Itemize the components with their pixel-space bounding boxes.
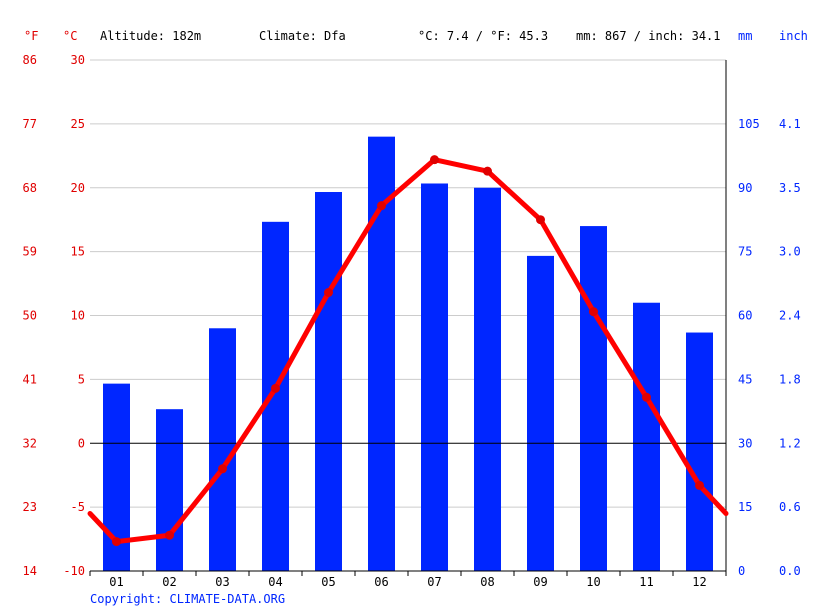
grid-lines [90, 59, 726, 508]
fahrenheit-tick-label: 23 [23, 500, 37, 514]
month-tick-label: 02 [162, 575, 176, 589]
mm-tick-label: 15 [738, 500, 752, 514]
temperature-average-label: °C: 7.4 / °F: 45.3 [418, 29, 548, 43]
celsius-tick-labels: -10 -5 0 5 10 15 20 25 30 [63, 53, 85, 578]
month-tick-label: 03 [215, 575, 229, 589]
mm-tick-label: 90 [738, 181, 752, 195]
fahrenheit-tick-label: 77 [23, 117, 37, 131]
temperature-point [642, 392, 651, 402]
month-tick-label: 01 [109, 575, 123, 589]
month-tick-label: 11 [639, 575, 653, 589]
month-tick-label: 06 [374, 575, 388, 589]
fahrenheit-tick-labels: 14 23 32 41 50 59 68 77 86 [23, 53, 37, 578]
fahrenheit-tick-label: 86 [23, 53, 37, 67]
inch-tick-label: 0.6 [779, 500, 801, 514]
x-axis-ticks [89, 571, 727, 576]
mm-tick-labels: 0 15 30 45 60 75 90 105 [738, 117, 760, 578]
month-tick-label: 07 [427, 575, 441, 589]
celsius-tick-label: -5 [71, 500, 85, 514]
celsius-tick-label: 20 [71, 181, 85, 195]
temperature-point [324, 288, 333, 298]
precipitation-bar [262, 221, 289, 572]
month-tick-label: 09 [533, 575, 547, 589]
inch-tick-label: 2.4 [779, 309, 801, 323]
temperature-point [430, 155, 439, 165]
fahrenheit-unit-label: °F [24, 29, 38, 43]
precipitation-bar [209, 328, 236, 571]
precipitation-bar [580, 226, 607, 571]
mm-tick-label: 105 [738, 117, 760, 131]
inch-tick-label: 1.2 [779, 436, 801, 450]
precipitation-bar [474, 187, 501, 571]
temperature-line [87, 155, 729, 547]
mm-tick-label: 60 [738, 309, 752, 323]
inch-tick-label: 4.1 [779, 117, 801, 131]
climate-label: Climate: Dfa [259, 29, 346, 43]
celsius-tick-label: 5 [78, 372, 85, 386]
inch-tick-label: 3.5 [779, 181, 801, 195]
temperature-point [695, 480, 704, 490]
precipitation-bar [686, 332, 713, 571]
mm-unit-label: mm [738, 29, 752, 43]
precipitation-bar [633, 302, 660, 571]
month-tick-labels: 01 02 03 04 05 06 07 08 09 10 11 12 [109, 575, 706, 589]
month-tick-label: 08 [480, 575, 494, 589]
temperature-polyline [87, 157, 729, 545]
celsius-tick-label: -10 [63, 564, 85, 578]
precipitation-bar [527, 255, 554, 571]
temperature-point [112, 537, 121, 547]
fahrenheit-tick-label: 50 [23, 309, 37, 323]
fahrenheit-tick-label: 14 [23, 564, 37, 578]
precipitation-bars [103, 136, 713, 572]
celsius-tick-label: 25 [71, 117, 85, 131]
month-tick-label: 04 [268, 575, 282, 589]
fahrenheit-tick-label: 32 [23, 436, 37, 450]
month-tick-label: 05 [321, 575, 335, 589]
celsius-tick-label: 0 [78, 436, 85, 450]
precipitation-total-label: mm: 867 / inch: 34.1 [576, 29, 721, 43]
temperature-point [377, 201, 386, 211]
temperature-point [165, 530, 174, 540]
inch-tick-label: 1.8 [779, 372, 801, 386]
fahrenheit-tick-label: 59 [23, 245, 37, 259]
temperature-point [271, 383, 280, 393]
copyright-label: Copyright: CLIMATE-DATA.ORG [90, 592, 285, 606]
celsius-tick-label: 15 [71, 245, 85, 259]
celsius-tick-label: 30 [71, 53, 85, 67]
precipitation-bar [315, 192, 342, 571]
month-tick-label: 12 [692, 575, 706, 589]
celsius-unit-label: °C [63, 29, 77, 43]
fahrenheit-tick-label: 41 [23, 372, 37, 386]
inch-tick-labels: 0.0 0.6 1.2 1.8 2.4 3.0 3.5 4.1 [779, 117, 801, 578]
mm-tick-label: 0 [738, 564, 745, 578]
month-tick-label: 10 [586, 575, 600, 589]
temperature-point [483, 166, 492, 176]
mm-tick-label: 75 [738, 245, 752, 259]
temperature-point [218, 464, 227, 474]
altitude-label: Altitude: 182m [100, 29, 201, 43]
celsius-tick-label: 10 [71, 309, 85, 323]
fahrenheit-tick-label: 68 [23, 181, 37, 195]
inch-tick-label: 3.0 [779, 245, 801, 259]
mm-tick-label: 30 [738, 436, 752, 450]
temperature-point [589, 307, 598, 317]
precipitation-bar [156, 409, 183, 571]
inch-tick-label: 0.0 [779, 564, 801, 578]
temperature-point [536, 215, 545, 225]
precipitation-bar [421, 183, 448, 571]
mm-tick-label: 45 [738, 372, 752, 386]
inch-unit-label: inch [779, 29, 808, 43]
